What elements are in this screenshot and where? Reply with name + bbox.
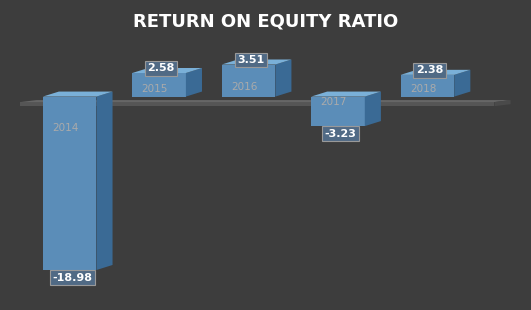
Polygon shape <box>20 100 511 102</box>
Text: 2016: 2016 <box>231 82 258 92</box>
Text: 3.51: 3.51 <box>237 55 264 65</box>
Polygon shape <box>97 91 113 270</box>
Bar <box>221 64 276 97</box>
Polygon shape <box>400 70 470 75</box>
Title: RETURN ON EQUITY RATIO: RETURN ON EQUITY RATIO <box>133 12 398 30</box>
Text: -18.98: -18.98 <box>52 273 92 283</box>
Bar <box>20 102 494 106</box>
Text: 2.38: 2.38 <box>416 65 443 75</box>
Polygon shape <box>276 60 292 97</box>
Text: 2015: 2015 <box>142 83 168 94</box>
Text: 2014: 2014 <box>52 123 79 133</box>
Polygon shape <box>132 68 202 73</box>
Polygon shape <box>494 100 511 106</box>
Bar <box>132 73 186 97</box>
Text: 2018: 2018 <box>410 84 436 94</box>
Bar <box>311 97 365 126</box>
Bar <box>400 75 454 97</box>
Polygon shape <box>454 70 470 97</box>
Polygon shape <box>365 91 381 126</box>
Text: 2017: 2017 <box>321 97 347 107</box>
Text: -3.23: -3.23 <box>324 129 357 139</box>
Polygon shape <box>186 68 202 97</box>
Bar <box>43 97 97 270</box>
Polygon shape <box>43 91 113 97</box>
Polygon shape <box>221 60 292 64</box>
Polygon shape <box>311 91 381 97</box>
Text: 2.58: 2.58 <box>148 64 175 73</box>
